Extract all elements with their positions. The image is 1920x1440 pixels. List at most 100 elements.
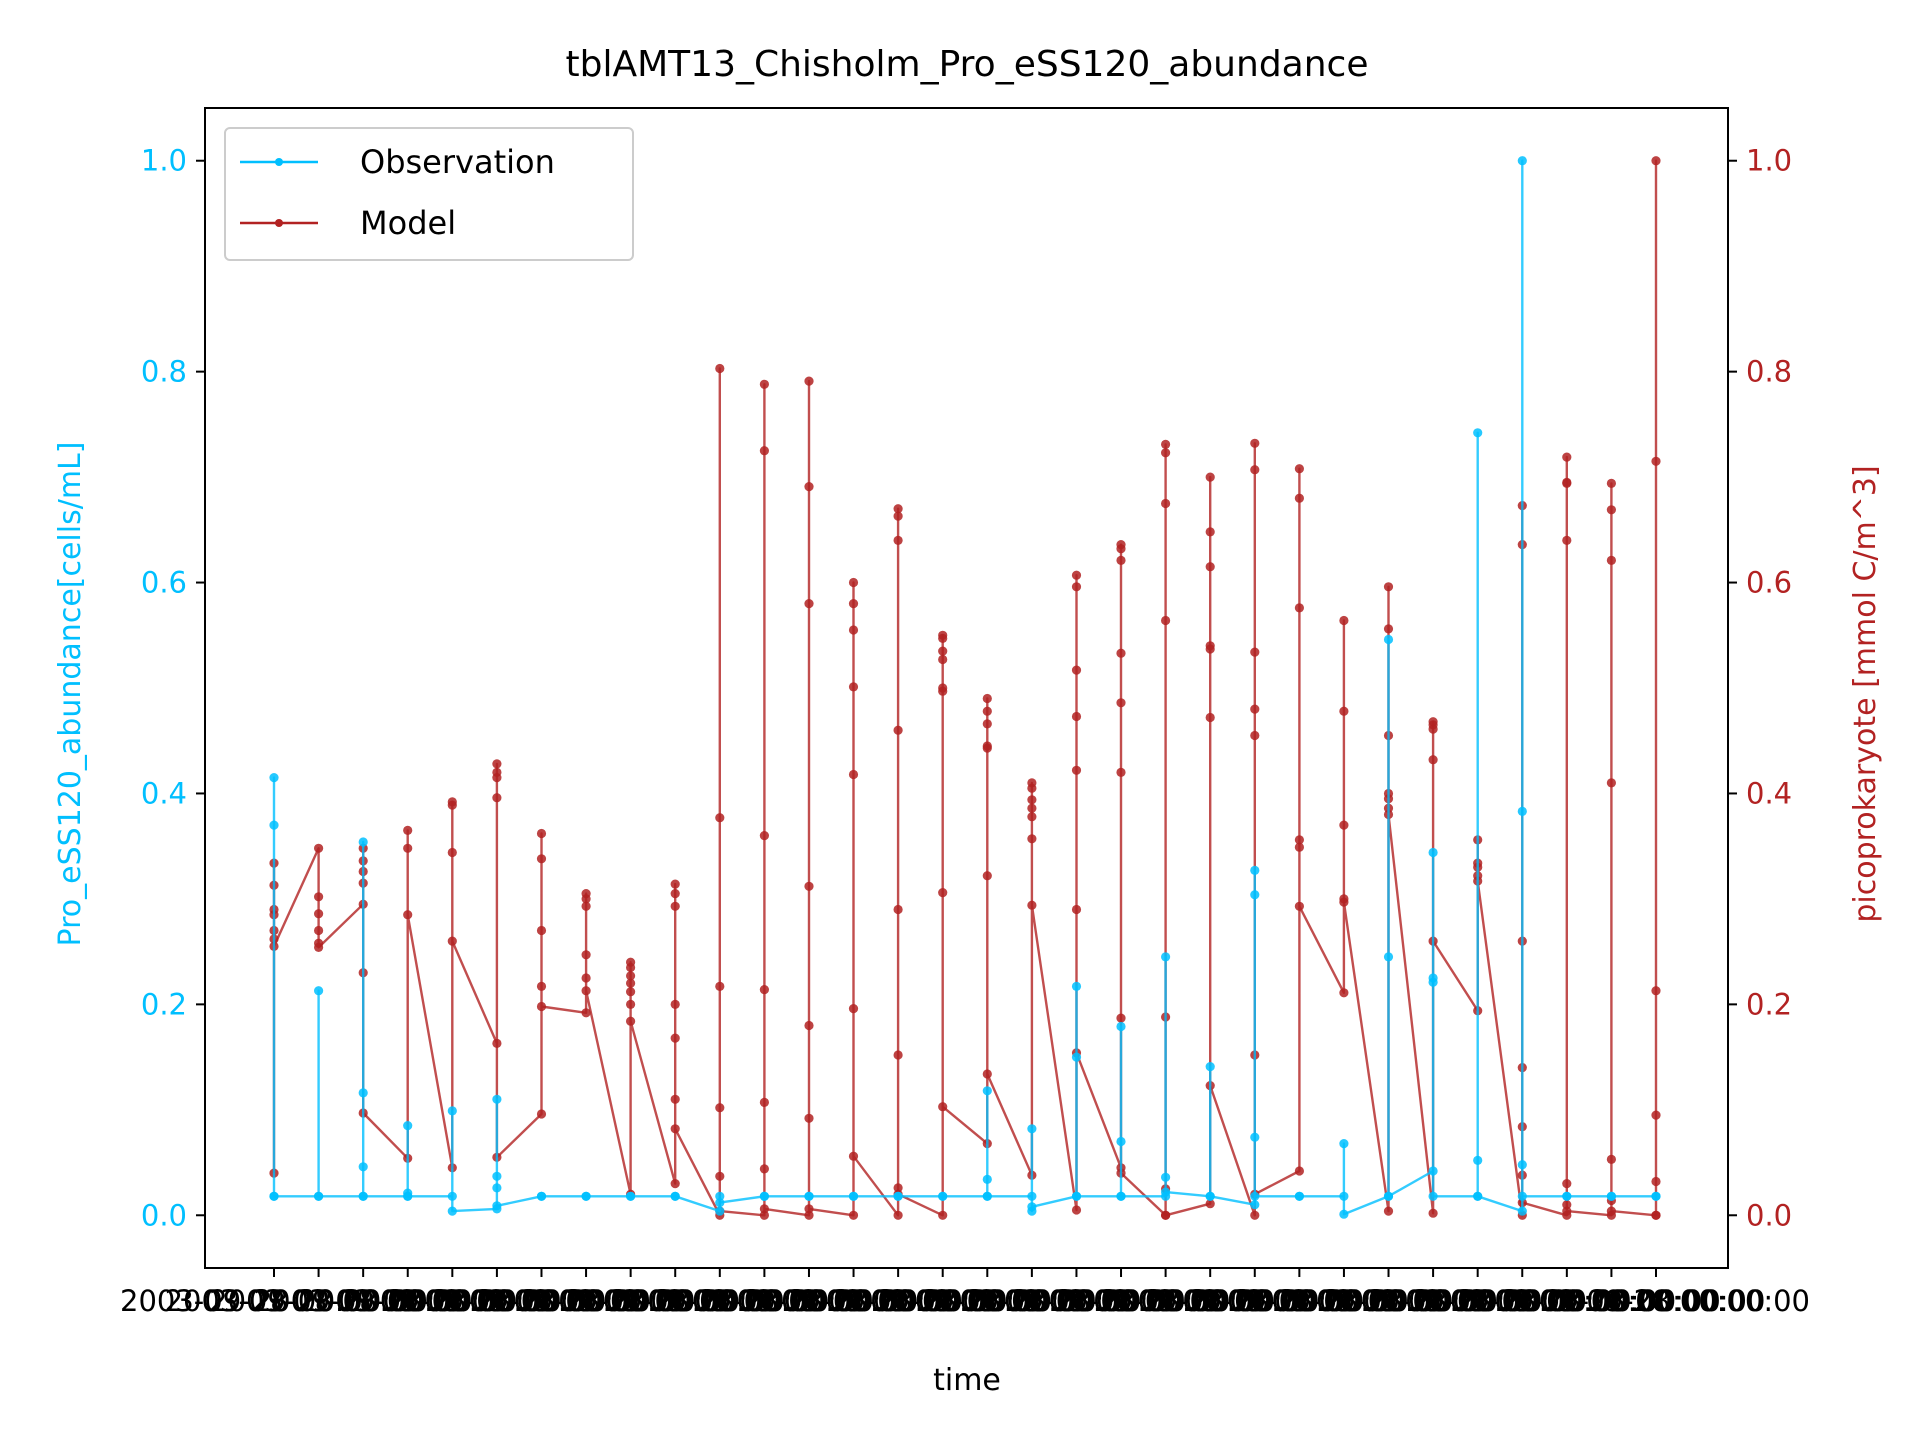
observation-point (1428, 977, 1438, 987)
y-axis-label-left: Pro_eSS120_abundance[cells/mL] (53, 442, 88, 947)
observation-point (403, 1121, 413, 1131)
model-point (938, 888, 948, 898)
model-point (1651, 456, 1661, 466)
observation-point (715, 1206, 725, 1216)
y-tick-label-left: 0.4 (141, 776, 187, 810)
observation-point (626, 1191, 636, 1201)
model-point (1294, 835, 1304, 845)
model-point (626, 1016, 636, 1026)
model-point (1294, 493, 1304, 503)
model-point (982, 743, 992, 753)
model-point (626, 978, 636, 988)
model-point (1339, 897, 1349, 907)
model-point (1250, 1210, 1260, 1220)
observation-point (1116, 1136, 1126, 1147)
x-tick-label: 2003-09-28 00:00:00 (967, 1284, 1275, 1318)
model-point (1027, 900, 1037, 910)
x-tick-label: 2003-09-28 00:00:00 (1324, 1284, 1632, 1318)
model-point (492, 759, 502, 769)
model-point (492, 1038, 502, 1048)
x-tick-label: 2003-09-28 00:00:00 (1235, 1284, 1543, 1318)
model-point (1651, 1176, 1661, 1187)
observation-point (1606, 1191, 1616, 1201)
model-point (1428, 755, 1438, 765)
model-point (670, 1179, 680, 1189)
observation-point (1517, 1160, 1527, 1170)
model-point (1027, 812, 1037, 822)
model-point (670, 1124, 680, 1134)
observation-point (581, 1191, 591, 1201)
model-point (1606, 1154, 1616, 1164)
model-point (848, 1004, 859, 1014)
observation-point (1517, 806, 1527, 817)
model-point (759, 1164, 770, 1174)
model-point (848, 577, 859, 588)
y-tick-label-left: 1.0 (141, 144, 187, 178)
model-point (1383, 1206, 1394, 1216)
observation-point (269, 1191, 279, 1201)
y-tick-label-right: 0.8 (1746, 355, 1792, 389)
observation-point (1071, 1191, 1082, 1201)
x-tick-label: 2003-09-28 00:00:00 (298, 1284, 606, 1318)
observation-point (492, 1183, 502, 1193)
observation-point (670, 1191, 680, 1201)
model-point (1250, 647, 1260, 657)
observation-point (447, 1191, 457, 1201)
x-tick-label: 2003-09-28 00:00:00 (1279, 1284, 1587, 1318)
legend-frame (224, 127, 634, 261)
observation-point (982, 1086, 992, 1096)
model-point (759, 831, 770, 841)
model-point (1562, 535, 1572, 546)
model-point (1116, 767, 1126, 778)
model-point (1562, 478, 1572, 488)
observation-point (1428, 847, 1438, 858)
observation-point (1428, 1166, 1438, 1176)
model-point (1339, 820, 1349, 830)
x-axis-label: time (933, 1363, 1001, 1398)
x-tick-label: 2003-09-28 00:00:00 (1012, 1284, 1320, 1318)
observation-point (358, 1162, 368, 1172)
model-point (982, 1069, 992, 1079)
model-point (804, 1020, 814, 1031)
model-point (1027, 783, 1037, 793)
observation-point (1116, 1191, 1126, 1201)
model-point (1294, 901, 1304, 911)
observation-point (358, 1191, 368, 1201)
observation-point (1161, 952, 1171, 962)
observation-point (1428, 1191, 1438, 1201)
model-point (1250, 438, 1260, 448)
model-point (1205, 1199, 1215, 1209)
model-point (804, 1210, 814, 1220)
chart-title: tblAMT13_Chisholm_Pro_eSS120_abundance (566, 44, 1369, 85)
model-point (804, 1204, 814, 1214)
model-point (536, 828, 547, 839)
observation-point (447, 1206, 457, 1216)
observation-point (1562, 1191, 1572, 1201)
model-point (893, 1050, 903, 1060)
model-point (893, 1210, 903, 1220)
model-point (848, 769, 859, 780)
model-point (1071, 765, 1082, 775)
x-tick-label: 2003-09-28 00:00:00 (477, 1284, 785, 1318)
legend-observation-marker (275, 158, 283, 166)
x-tick-label: 2003-09-28 00:00:00 (1502, 1284, 1810, 1318)
observation-point (1071, 981, 1082, 992)
observation-point (492, 1201, 502, 1211)
observation-point (848, 1191, 859, 1201)
observation-point (804, 1191, 814, 1201)
model-point (1562, 1200, 1572, 1210)
model-point (938, 654, 948, 665)
observation-point (1250, 1200, 1260, 1210)
x-tick-label: 2003-09-28 00:00:00 (343, 1284, 651, 1318)
observation-point (1027, 1191, 1037, 1201)
model-point (314, 909, 324, 919)
model-point (536, 1109, 547, 1119)
observation-point (1517, 1191, 1527, 1201)
model-point (1250, 730, 1260, 741)
model-point (1205, 472, 1215, 482)
observation-point (1161, 1187, 1171, 1197)
model-point (1205, 712, 1215, 723)
model-point (1116, 1013, 1126, 1023)
model-point (1428, 724, 1438, 734)
model-point (1383, 582, 1394, 592)
